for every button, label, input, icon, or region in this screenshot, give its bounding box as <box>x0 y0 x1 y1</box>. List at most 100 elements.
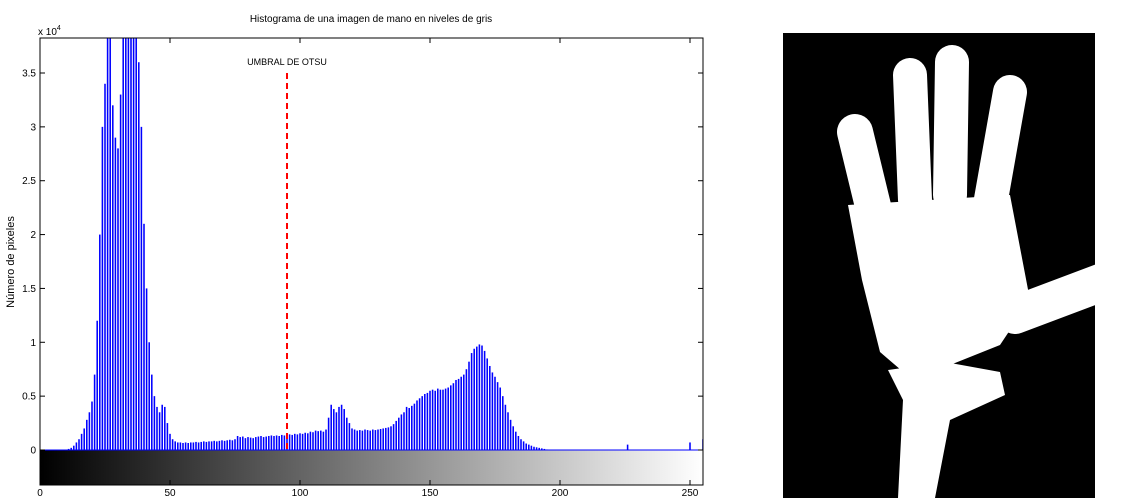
bar <box>273 436 275 450</box>
bar <box>354 430 356 450</box>
bar <box>120 95 122 450</box>
bar <box>265 437 267 450</box>
bar <box>437 389 439 450</box>
bar <box>349 423 351 450</box>
bar <box>104 84 106 450</box>
figure: Histograma de una imagen de mano en nive… <box>0 0 1128 498</box>
bar <box>429 391 431 450</box>
y-multiplier-base: x 10 <box>38 27 57 38</box>
bar <box>393 424 395 450</box>
x-tick-label: 100 <box>292 488 309 498</box>
bar <box>398 418 400 450</box>
bar <box>221 440 223 450</box>
bar <box>364 430 366 450</box>
bar <box>325 430 327 450</box>
bar <box>185 442 187 450</box>
bar <box>102 127 104 450</box>
bar <box>115 138 117 450</box>
bar <box>226 440 228 450</box>
bar <box>278 436 280 450</box>
bar <box>320 431 322 450</box>
page: Histograma de una imagen de mano en nive… <box>0 0 1128 498</box>
bar <box>213 441 215 450</box>
bar <box>336 412 338 450</box>
bar <box>505 405 507 450</box>
bar <box>453 383 455 450</box>
bar <box>190 442 192 450</box>
bar <box>112 105 114 450</box>
bar <box>484 351 486 450</box>
bar <box>216 441 218 450</box>
bar <box>338 407 340 450</box>
bar <box>219 441 221 450</box>
bar <box>304 433 306 450</box>
bar <box>395 421 397 450</box>
bar <box>237 436 239 450</box>
bar <box>367 430 369 450</box>
bar <box>427 393 429 450</box>
bar <box>276 435 278 450</box>
bar <box>317 431 319 450</box>
bar <box>133 30 135 450</box>
bar <box>458 379 460 450</box>
bar <box>315 431 317 450</box>
bar <box>128 30 130 450</box>
binary-image <box>783 33 1108 498</box>
bar <box>421 396 423 450</box>
bar <box>125 30 127 450</box>
x-tick-label: 50 <box>164 488 176 498</box>
bar <box>255 437 257 450</box>
bar <box>260 436 262 450</box>
bar <box>164 407 166 450</box>
bar <box>239 437 241 450</box>
bar <box>281 435 283 450</box>
bar <box>99 235 101 450</box>
y-tick-label: 0.5 <box>22 392 36 403</box>
plot-area <box>40 30 704 485</box>
bar <box>369 431 371 450</box>
bar <box>172 439 174 450</box>
bar <box>481 346 483 450</box>
bar <box>96 321 98 450</box>
bar <box>359 430 361 450</box>
bar <box>198 442 200 450</box>
bar <box>135 30 137 450</box>
bar <box>356 431 358 450</box>
bar <box>174 441 176 450</box>
bar <box>307 433 309 450</box>
bar <box>73 446 75 450</box>
y-multiplier-exponent: 4 <box>57 25 61 32</box>
bar <box>528 445 530 450</box>
bar <box>416 400 418 450</box>
bar <box>81 434 83 450</box>
bar <box>130 30 132 450</box>
bar <box>507 412 509 450</box>
bar <box>499 388 501 450</box>
bar <box>380 429 382 450</box>
bar <box>518 436 520 450</box>
bar <box>159 412 161 450</box>
bar <box>401 414 403 450</box>
y-tick-label: 2.5 <box>22 176 36 187</box>
bar <box>512 426 514 450</box>
bar <box>362 431 364 450</box>
bar <box>141 127 143 450</box>
bar <box>434 391 436 450</box>
bar <box>323 432 325 450</box>
y-multiplier: x 104 <box>38 25 61 38</box>
threshold-label: UMBRAL DE OTSU <box>247 57 327 67</box>
bar <box>432 390 434 450</box>
bar <box>497 382 499 450</box>
bar <box>89 412 91 450</box>
bar <box>200 442 202 450</box>
bar <box>138 62 140 450</box>
bar <box>351 428 353 450</box>
bar <box>419 398 421 450</box>
bar <box>333 409 335 450</box>
bar <box>460 377 462 450</box>
bar <box>122 30 124 450</box>
bar <box>520 439 522 450</box>
bar <box>466 369 468 450</box>
bar <box>284 435 286 450</box>
bar <box>447 388 449 450</box>
